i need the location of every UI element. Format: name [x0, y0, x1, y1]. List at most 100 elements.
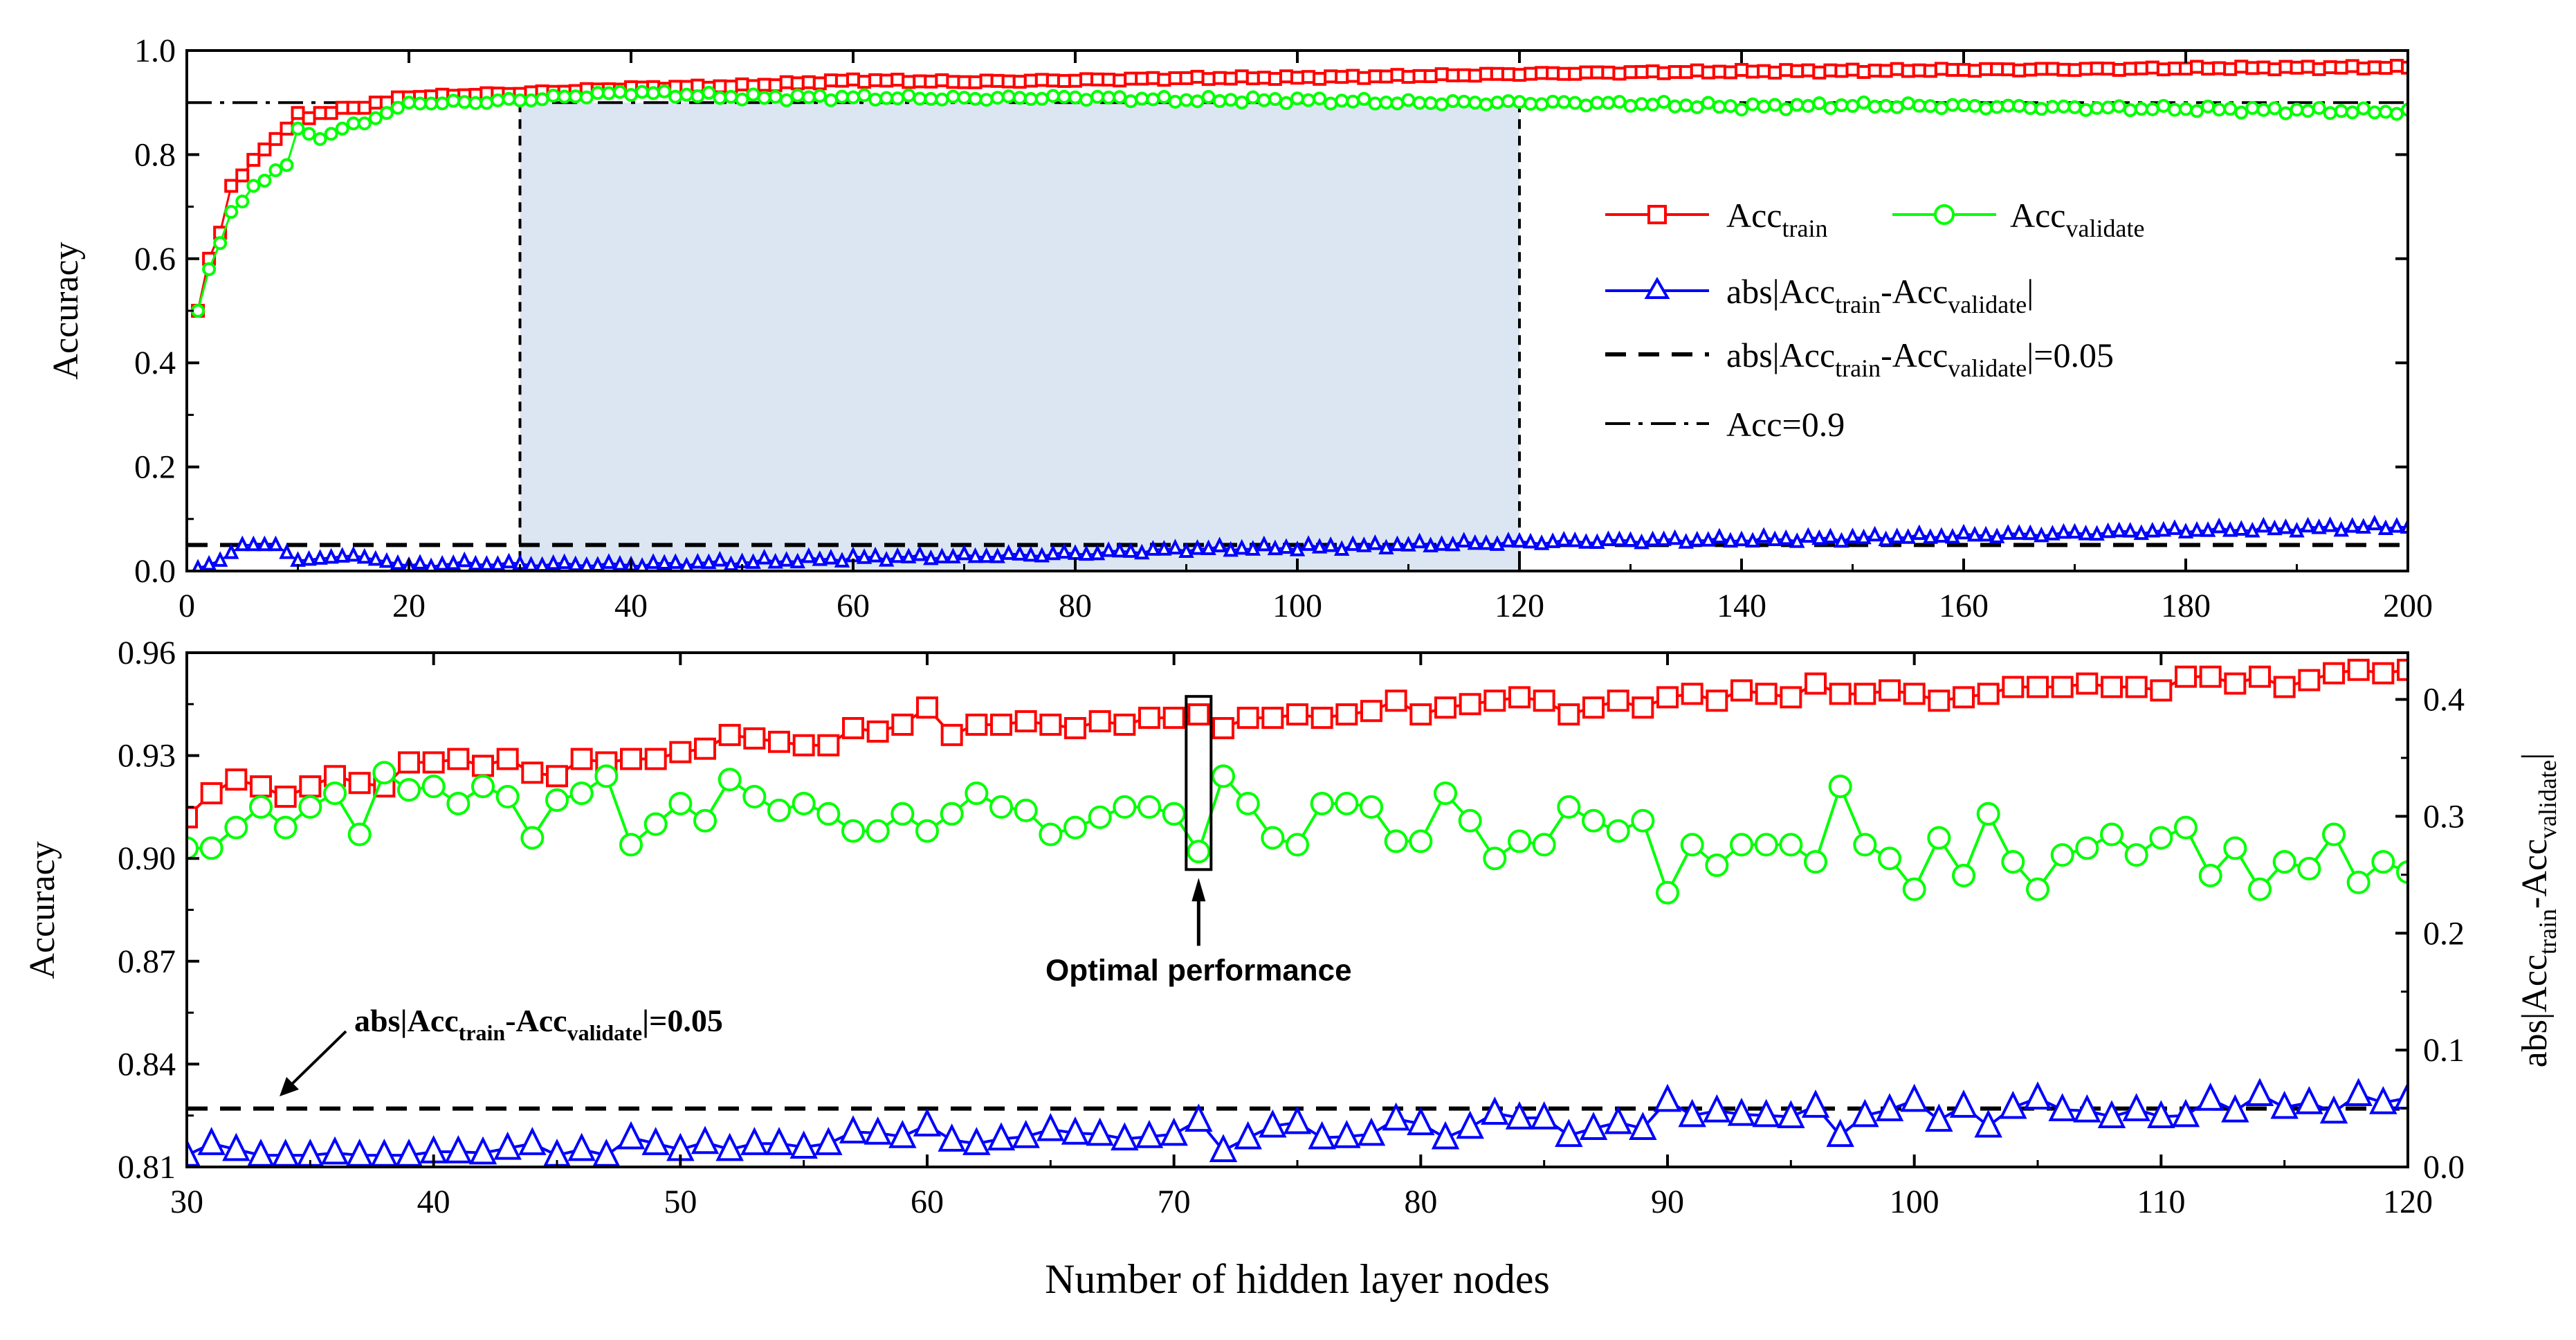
point-validate: [1901, 96, 1915, 111]
point-train: [1879, 64, 1893, 78]
point-train: [1459, 693, 1481, 716]
point-gap: [545, 554, 561, 570]
point-train: [817, 734, 840, 757]
point-gap: [756, 548, 772, 565]
point-train: [2345, 59, 2359, 73]
point-gap: [1333, 1120, 1361, 1148]
point-validate: [357, 116, 372, 131]
point-validate: [1606, 819, 1630, 843]
point-gap: [1356, 536, 1372, 552]
point-train: [1535, 66, 1549, 80]
point-validate: [468, 96, 483, 110]
point-train: [1168, 71, 1182, 85]
point-gap: [1156, 540, 1172, 556]
point-train: [1805, 672, 1827, 695]
point-gap: [1111, 541, 1128, 558]
point-train: [1135, 71, 1149, 86]
point-validate: [1945, 98, 1960, 112]
point-gap: [2048, 1093, 2076, 1121]
point-gap: [1111, 1122, 1139, 1151]
point-gap: [1522, 532, 1539, 549]
point-validate: [1568, 96, 1582, 110]
point-gap: [1974, 1109, 2002, 1138]
x-tick-label: 40: [614, 588, 648, 624]
point-validate: [280, 158, 294, 172]
point-validate: [273, 815, 298, 840]
point-validate: [1557, 795, 1581, 819]
point-train: [313, 106, 327, 120]
point-gap: [246, 535, 262, 552]
point-gap: [1823, 527, 1838, 543]
point-validate: [1934, 101, 1948, 116]
point-gap: [1478, 534, 1495, 550]
point-gap: [956, 544, 972, 561]
point-train: [2378, 61, 2393, 75]
point-gap: [312, 549, 328, 565]
point-train: [1953, 686, 1975, 709]
point-validate: [1045, 89, 1060, 103]
point-train: [1508, 686, 1531, 709]
point-train: [2090, 61, 2104, 75]
point-validate: [1812, 96, 1827, 111]
point-validate: [1754, 833, 1778, 857]
point-train: [1568, 66, 1582, 81]
point-train: [1090, 72, 1105, 87]
point-gap: [1234, 1121, 1262, 1150]
point-train: [1501, 67, 1515, 82]
point-validate: [1012, 91, 1027, 105]
point-validate: [2301, 104, 2315, 118]
point-validate: [1705, 853, 1729, 878]
point-train: [1034, 73, 1049, 87]
point-gap: [2045, 525, 2061, 541]
point-gap: [2177, 523, 2194, 538]
x-tick-label: 100: [1272, 588, 1322, 624]
point-validate: [298, 795, 322, 819]
point-validate: [568, 89, 583, 104]
point-gap: [290, 551, 306, 567]
point-validate: [935, 92, 949, 107]
x-tick-label: 90: [1651, 1184, 1684, 1220]
point-gap: [1012, 1120, 1040, 1148]
point-validate: [2297, 857, 2321, 881]
point-validate: [841, 819, 865, 843]
point-train: [1690, 63, 1704, 78]
point-validate: [569, 781, 594, 806]
point-validate: [1014, 798, 1038, 822]
point-gap: [1456, 1110, 1484, 1139]
point-train: [398, 751, 420, 774]
point-gap: [356, 547, 373, 564]
point-validate: [1890, 100, 1904, 114]
point-validate: [2212, 102, 2227, 117]
point-validate: [2050, 843, 2074, 867]
point-validate: [801, 90, 816, 105]
point-validate: [1623, 98, 1638, 113]
point-gap: [2234, 520, 2249, 536]
legend-item-gap: abs|Acctrain-Accvalidate|: [1605, 272, 2034, 318]
point-validate: [1063, 815, 1087, 840]
point-train: [1912, 63, 1926, 78]
point-validate: [1079, 93, 1094, 107]
point-train: [2156, 62, 2171, 77]
x-tick-label: 40: [417, 1184, 450, 1220]
point-gap: [656, 554, 673, 570]
point-gap: [394, 1139, 423, 1167]
x-tick-label: 0: [179, 588, 195, 624]
bottom-y-axis-label: Accuracy: [23, 841, 62, 979]
point-train: [496, 748, 519, 770]
point-train: [757, 78, 771, 92]
point-train: [1834, 64, 1849, 78]
point-gap: [967, 547, 983, 563]
point-train: [346, 100, 360, 115]
point-gap: [223, 543, 239, 559]
point-validate: [816, 802, 841, 826]
point-train: [1757, 64, 1771, 78]
point-validate: [2101, 100, 2115, 115]
point-validate: [1257, 93, 1271, 107]
point-train: [2397, 658, 2408, 681]
point-train: [2134, 61, 2148, 75]
point-train: [1479, 66, 1493, 81]
point-train: [2224, 672, 2247, 695]
point-gap: [934, 547, 950, 563]
point-train: [718, 723, 741, 746]
point-train: [1829, 682, 1852, 705]
